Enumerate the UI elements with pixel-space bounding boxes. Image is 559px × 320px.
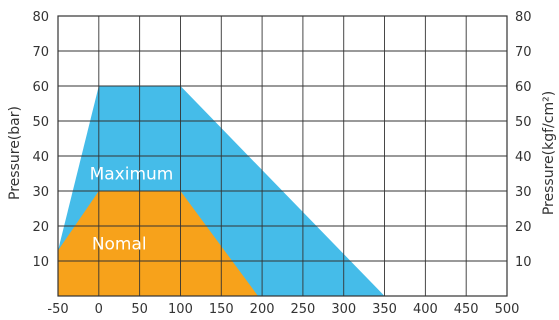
- y-axis-title-right: Pressure(kgf/cm²): [541, 91, 557, 215]
- y-tick-label-left: 70: [32, 45, 49, 60]
- y-tick-label-left: 10: [32, 255, 49, 270]
- area-label: Nomal: [92, 235, 147, 255]
- x-tick-label: 250: [290, 302, 315, 317]
- y-tick-labels-right: 80 70 60 50 40 30 20 10: [515, 10, 532, 270]
- y-tick-label-right: 70: [515, 45, 532, 60]
- x-tick-label: 100: [168, 302, 193, 317]
- y-tick-label-right: 20: [515, 220, 532, 235]
- y-tick-label-right: 30: [515, 185, 532, 200]
- y-tick-label-left: 30: [32, 185, 49, 200]
- x-tick-label: 350: [372, 302, 397, 317]
- x-tick-label: 450: [454, 302, 479, 317]
- y-tick-label-right: 40: [515, 150, 532, 165]
- x-tick-label: 0: [95, 302, 103, 317]
- x-tick-label: -50: [47, 302, 68, 317]
- x-tick-labels: -50 0 50 100 150 200 250 300 350 400 450 500: [47, 302, 519, 317]
- y-axis-title-left: Pressure(bar): [7, 106, 23, 200]
- x-tick-label: 300: [331, 302, 356, 317]
- area-labels: Maximum Nomal: [90, 165, 174, 255]
- y-tick-label-left: 40: [32, 150, 49, 165]
- y-tick-label-left: 50: [32, 115, 49, 130]
- plot-frame: [57, 15, 508, 297]
- y-tick-label-right: 80: [515, 10, 532, 25]
- y-tick-label-right: 10: [515, 255, 532, 270]
- y-tick-label-right: 60: [515, 80, 532, 95]
- x-tick-label: 150: [209, 302, 234, 317]
- y-tick-label-left: 60: [32, 80, 49, 95]
- y-tick-label-left: 20: [32, 220, 49, 235]
- x-tick-label: 200: [250, 302, 275, 317]
- y-tick-labels-left: 80 70 60 50 40 30 20 10: [32, 10, 49, 270]
- y-tick-label-right: 50: [515, 115, 532, 130]
- y-tick-label-left: 80: [32, 10, 49, 25]
- x-tick-label: 400: [413, 302, 438, 317]
- x-tick-label: 50: [131, 302, 148, 317]
- x-tick-label: 500: [495, 302, 520, 317]
- area-nomal: [58, 191, 258, 296]
- area-label: Maximum: [90, 165, 174, 185]
